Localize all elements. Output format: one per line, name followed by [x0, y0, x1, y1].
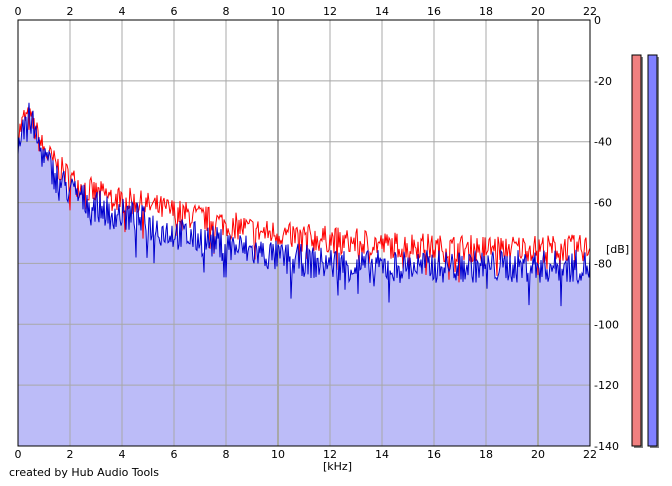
- x-tick-label-bottom: 2: [67, 448, 74, 461]
- series-line-blue: [17, 102, 591, 307]
- x-tick-label-top: 2: [67, 5, 74, 18]
- y-tick-label: -120: [594, 379, 619, 392]
- series-line-red: [17, 107, 591, 283]
- x-tick-label-top: 14: [375, 5, 389, 18]
- x-tick-label-top: 10: [271, 5, 285, 18]
- footer-credit: created by Hub Audio Tools: [9, 466, 159, 479]
- x-tick-label-top: 12: [323, 5, 337, 18]
- level-meter-bar: [647, 54, 658, 447]
- y-tick-label: -40: [594, 136, 612, 149]
- x-tick-label-bottom: 18: [479, 448, 493, 461]
- x-tick-label-top: 20: [531, 5, 545, 18]
- y-axis-unit-label: [dB]: [606, 243, 629, 256]
- x-tick-label-top: 8: [223, 5, 230, 18]
- y-tick-label: -140: [594, 440, 619, 453]
- x-tick-label-top: 22: [583, 5, 597, 18]
- x-tick-label-bottom: 10: [271, 448, 285, 461]
- plot-border: [17, 19, 591, 447]
- x-tick-label-top: 4: [119, 5, 126, 18]
- level-meters: [631, 54, 659, 448]
- x-tick-labels-top: 0 2 4 6 8 10 12 14 16 18 20 22: [15, 5, 598, 18]
- x-tick-label-top: 0: [15, 5, 22, 18]
- y-tick-label: -100: [594, 318, 619, 331]
- y-tick-label: -80: [594, 257, 612, 270]
- x-axis-unit-label: [kHz]: [323, 460, 352, 473]
- x-tick-label-top: 6: [171, 5, 178, 18]
- level-meter-bar: [631, 54, 642, 447]
- y-tick-label: -60: [594, 197, 612, 210]
- x-tick-label-bottom: 14: [375, 448, 389, 461]
- x-tick-label-bottom: 8: [223, 448, 230, 461]
- x-tick-label-bottom: 22: [583, 448, 597, 461]
- x-tick-label-bottom: 0: [15, 448, 22, 461]
- y-tick-label: 0: [594, 14, 601, 27]
- x-tick-label-bottom: 4: [119, 448, 126, 461]
- x-tick-label-bottom: 6: [171, 448, 178, 461]
- x-tick-label-bottom: 12: [323, 448, 337, 461]
- x-tick-label-top: 18: [479, 5, 493, 18]
- spectrum-fill-area: [18, 102, 590, 447]
- x-tick-label-bottom: 16: [427, 448, 441, 461]
- grid-lines: [18, 20, 590, 446]
- x-tick-labels-bottom: 0 2 4 6 8 10 12 14 16 18 20 22: [15, 448, 598, 461]
- x-tick-label-top: 16: [427, 5, 441, 18]
- y-tick-label: -20: [594, 75, 612, 88]
- x-tick-label-bottom: 20: [531, 448, 545, 461]
- y-tick-labels: 0 -20 -40 -60 -80 -100 -120 -140: [594, 14, 619, 453]
